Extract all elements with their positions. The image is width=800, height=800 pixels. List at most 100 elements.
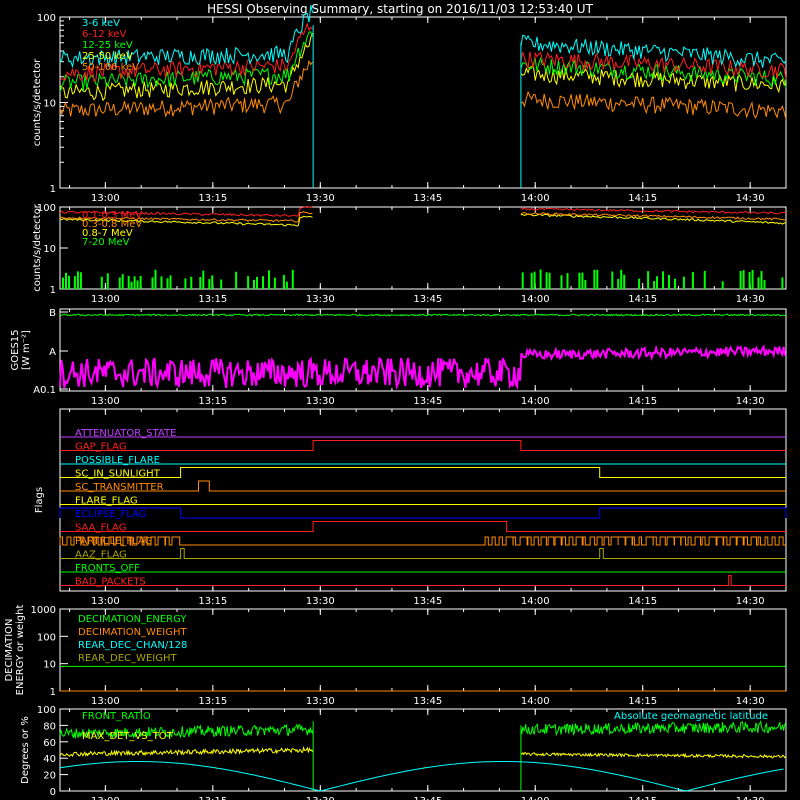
y-axis-label: GOES15 (10, 329, 21, 370)
series-after-gap (520, 90, 787, 120)
y-tick-label: 100 (37, 13, 56, 24)
x-tick-label: 13:45 (413, 193, 442, 204)
flag-trace (60, 575, 786, 586)
y-axis-label: counts/s/detector (32, 58, 43, 146)
x-tick-label: 13:00 (91, 294, 120, 305)
legend-entry: 0.8-7 MeV (82, 228, 133, 239)
legend-entry: Absolute geomagnetic latitude (614, 711, 768, 722)
y-tick-label: 80 (43, 721, 56, 732)
panel-p2: 13:00 13:15 13:30 13:45 14:00 14:15 14:30 count… (32, 203, 787, 305)
y-axis-unit: [W m⁻²] (21, 330, 32, 370)
legend-entry: REAR_DEC_CHAN/128 (78, 640, 187, 651)
legend-entry: 25-50 keV (82, 51, 133, 62)
legend-entry: 12-25 keV (82, 40, 133, 51)
panel-p4: 13:00 13:15 13:30 13:45 14:00 14:15 14:30 Flags… (34, 408, 787, 607)
legend-entry: 6-12 keV (82, 29, 126, 40)
x-tick-label: 13:30 (306, 294, 335, 305)
goes-short-series (59, 344, 786, 391)
x-tick-label: 13:45 (413, 396, 442, 407)
series-before-gap (59, 215, 313, 227)
x-tick-label: 13:30 (306, 796, 335, 800)
x-tick-label: 13:15 (198, 696, 227, 707)
flag-trace (60, 440, 786, 451)
x-tick-label: 14:00 (521, 294, 550, 305)
x-tick-label: 13:15 (198, 294, 227, 305)
x-tick-label: 13:30 (306, 596, 335, 607)
figure-title: HESSI Observing Summary, starting on 201… (207, 2, 593, 16)
legend-entry: 0.3-0.8 MeV (82, 219, 142, 230)
y-tick-label: 100 (37, 203, 56, 214)
panel-p6: 13:00 13:15 13:30 13:45 14:00 14:15 14:30 Degre… (20, 705, 787, 800)
series-after-gap (520, 212, 787, 221)
x-tick-label: 14:00 (521, 193, 550, 204)
x-tick-label: 14:00 (521, 396, 550, 407)
series-after-gap (520, 207, 787, 215)
flag-trace (60, 467, 786, 478)
series-before-gap (59, 31, 313, 93)
flag-label: ECLIPSE_FLAG (75, 509, 146, 520)
x-tick-label: 14:15 (628, 596, 657, 607)
legend-entry: MAX_DET_VS_TOT (82, 731, 174, 742)
flag-label: FLARE_FLAG (75, 496, 138, 507)
panel-frame (59, 408, 787, 592)
series-after-gap (520, 34, 787, 69)
y-tick-label: 10 (43, 244, 56, 255)
series-before-gap (59, 4, 313, 69)
y-axis-label: counts/s/detector (32, 203, 43, 291)
x-tick-label: 14:15 (628, 294, 657, 305)
x-tick-label: 13:45 (413, 596, 442, 607)
x-tick-label: 14:30 (736, 796, 765, 800)
x-tick-label: 13:45 (413, 796, 442, 800)
front-ratio-after-gap (520, 720, 786, 737)
panel-frame (59, 708, 787, 792)
x-tick-label: 14:15 (628, 696, 657, 707)
x-tick-label: 13:30 (306, 696, 335, 707)
flag-label: SC_TRANSMITTER (75, 482, 164, 493)
legend-entry: 0.1-0.3 MeV (82, 210, 142, 221)
series-before-gap (59, 59, 313, 118)
goes-long-series (59, 313, 787, 317)
y-axis-label: DECIMATION (4, 618, 15, 681)
max-det-after-gap (520, 751, 786, 759)
x-tick-label: 13:15 (198, 396, 227, 407)
x-tick-label: 14:00 (521, 796, 550, 800)
flag-trace (59, 507, 787, 519)
flag-label: ATTENUATOR_STATE (75, 428, 176, 439)
y-tick-label: 1000 (31, 605, 56, 616)
x-tick-label: 13:00 (91, 396, 120, 407)
flag-label: AAZ_FLAG (75, 550, 127, 561)
y-tick-label: 1 (50, 285, 56, 296)
y-axis-label: Degrees or % (20, 716, 31, 784)
front-ratio-before-gap (59, 723, 314, 739)
legend-entry: DECIMATION_ENERGY (78, 614, 187, 625)
x-tick-label: 14:30 (736, 596, 765, 607)
x-tick-label: 13:45 (413, 696, 442, 707)
x-tick-label: 13:15 (198, 193, 227, 204)
panel-p3: 13:00 13:15 13:30 13:45 14:00 14:15 14:30 GOES1… (10, 308, 787, 407)
x-tick-label: 13:15 (198, 796, 227, 800)
y-tick-label: A0.1 (33, 385, 56, 396)
series-after-gap (520, 56, 787, 88)
x-tick-label: 14:30 (736, 294, 765, 305)
flag-label: FRONTS_OFF (75, 563, 140, 574)
x-tick-label: 13:00 (91, 796, 120, 800)
x-tick-label: 14:15 (628, 193, 657, 204)
y-tick-label: B (49, 308, 56, 319)
series-bursts (62, 269, 784, 289)
x-tick-label: 13:45 (413, 294, 442, 305)
legend-entry: 3-6 keV (82, 18, 120, 29)
y-tick-label: 60 (43, 738, 56, 749)
y-tick-label: 100 (37, 705, 56, 716)
x-tick-label: 13:00 (91, 696, 120, 707)
y-tick-label: 0 (50, 787, 56, 798)
y-tick-label: 40 (43, 754, 56, 765)
flag-label: SAA_FLAG (75, 523, 126, 534)
series-after-gap (520, 51, 787, 80)
x-tick-label: 14:30 (736, 696, 765, 707)
x-tick-label: 13:00 (91, 596, 120, 607)
x-tick-label: 14:00 (521, 596, 550, 607)
y-tick-label: 10 (43, 660, 56, 671)
geomagnetic-latitude-series (59, 761, 784, 792)
x-tick-label: 14:30 (736, 193, 765, 204)
